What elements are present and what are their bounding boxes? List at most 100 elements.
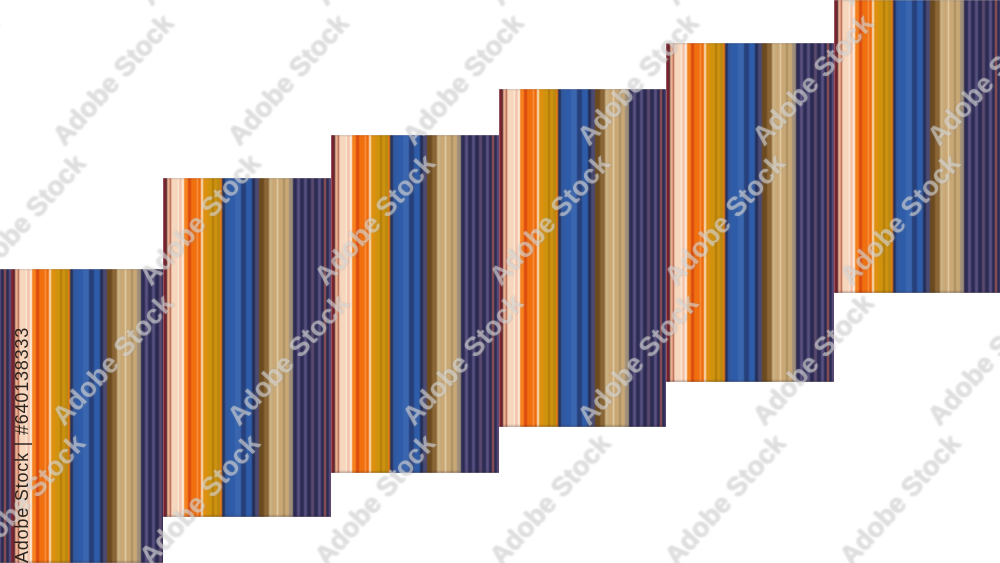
stripe bbox=[502, 89, 503, 427]
stripe bbox=[347, 135, 350, 473]
stripe bbox=[964, 0, 968, 293]
stripe bbox=[307, 178, 311, 517]
stripe bbox=[334, 135, 335, 473]
stripe bbox=[728, 43, 732, 382]
stripe bbox=[285, 178, 289, 517]
stripe bbox=[956, 0, 960, 293]
adobe-stock-watermark: Adobe Stock bbox=[308, 0, 441, 12]
stripe bbox=[891, 0, 893, 293]
stripe bbox=[710, 43, 715, 382]
stripe bbox=[565, 89, 571, 427]
stripe bbox=[18, 269, 19, 563]
stripe-block-3 bbox=[331, 135, 499, 473]
stripe bbox=[507, 89, 514, 427]
stripe bbox=[878, 0, 883, 293]
stripe bbox=[841, 0, 842, 293]
stripe bbox=[832, 43, 834, 382]
stripe bbox=[241, 178, 246, 517]
stripe bbox=[385, 135, 388, 473]
stripe bbox=[46, 269, 49, 563]
stripe bbox=[0, 269, 1, 563]
stripe bbox=[608, 89, 613, 427]
stripe bbox=[329, 178, 331, 517]
stripe bbox=[985, 0, 989, 293]
stripe-block-4 bbox=[499, 89, 666, 427]
stripe bbox=[171, 178, 178, 517]
stripe bbox=[796, 43, 800, 382]
stripe bbox=[446, 135, 451, 473]
stripe bbox=[356, 135, 359, 473]
stripe bbox=[166, 178, 167, 517]
stripe bbox=[365, 135, 366, 473]
stripe bbox=[369, 135, 371, 473]
stripe bbox=[665, 89, 666, 427]
stripe bbox=[390, 135, 393, 473]
stripe bbox=[380, 135, 382, 473]
stripe bbox=[885, 0, 888, 293]
stripe bbox=[68, 269, 70, 563]
stripe bbox=[11, 269, 14, 563]
stripe bbox=[39, 269, 45, 563]
stripe bbox=[486, 135, 489, 473]
stripe bbox=[725, 43, 728, 382]
stripe bbox=[170, 178, 171, 517]
stripe bbox=[133, 269, 137, 563]
stripe bbox=[201, 178, 203, 517]
stripe bbox=[995, 0, 997, 293]
stripe bbox=[767, 43, 772, 382]
stripe bbox=[70, 269, 73, 563]
stripe bbox=[427, 135, 432, 473]
stripe bbox=[19, 269, 26, 563]
stripe bbox=[492, 135, 494, 473]
stripe bbox=[461, 135, 465, 473]
stripe bbox=[451, 135, 453, 473]
stripe bbox=[814, 43, 817, 382]
stripe bbox=[182, 178, 184, 517]
stripe bbox=[577, 89, 582, 427]
stripe bbox=[126, 269, 131, 563]
stripe-pattern-strip bbox=[499, 89, 666, 427]
stripe bbox=[159, 269, 162, 563]
stripe bbox=[314, 178, 318, 517]
stripe bbox=[51, 269, 55, 563]
stripe bbox=[706, 43, 710, 382]
stripe bbox=[252, 178, 255, 517]
stripe bbox=[694, 43, 700, 382]
stripe bbox=[534, 89, 537, 427]
stripe bbox=[605, 89, 608, 427]
stripe bbox=[954, 0, 956, 293]
stripe bbox=[397, 135, 403, 473]
stripe bbox=[83, 269, 89, 563]
stripe bbox=[687, 43, 691, 382]
stripe bbox=[137, 269, 141, 563]
stripe bbox=[214, 178, 217, 517]
stripe bbox=[155, 269, 159, 563]
stripe bbox=[917, 0, 923, 293]
stripe bbox=[388, 135, 390, 473]
stripe bbox=[1, 269, 4, 563]
stripe bbox=[810, 43, 814, 382]
stripe bbox=[749, 43, 755, 382]
stripe bbox=[352, 135, 356, 473]
stripe bbox=[45, 269, 46, 563]
stripe bbox=[691, 43, 694, 382]
stripe bbox=[506, 89, 507, 427]
stripe bbox=[625, 89, 629, 427]
stripe bbox=[73, 269, 77, 563]
adobe-stock-watermark: Adobe Stock bbox=[658, 428, 791, 563]
stripe bbox=[527, 89, 533, 427]
stripe bbox=[591, 89, 595, 427]
stripe bbox=[304, 178, 307, 517]
stripe bbox=[518, 89, 520, 427]
stripe bbox=[704, 43, 706, 382]
stripe bbox=[220, 178, 222, 517]
stripe bbox=[15, 269, 18, 563]
stripe bbox=[982, 0, 985, 293]
stripe bbox=[346, 135, 347, 473]
stripe bbox=[222, 178, 225, 517]
stripe bbox=[926, 0, 930, 293]
stripe bbox=[640, 89, 643, 427]
stripe bbox=[32, 269, 36, 563]
stripe bbox=[457, 135, 461, 473]
stripe bbox=[371, 135, 375, 473]
